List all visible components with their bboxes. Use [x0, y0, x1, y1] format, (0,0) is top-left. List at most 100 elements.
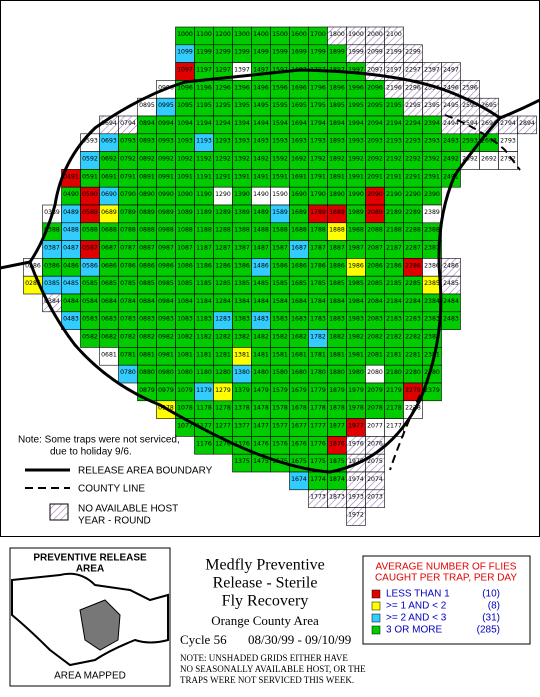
cell-label: 0789 — [120, 209, 136, 216]
cell-label: 2288 — [405, 227, 421, 234]
cell-label: 1300 — [234, 31, 250, 38]
cell-label: 2497 — [443, 67, 459, 74]
cell-label: 2079 — [367, 387, 383, 394]
cell-label: 1094 — [177, 120, 193, 127]
cell-label: 1278 — [215, 405, 231, 412]
cell-label: 0692 — [101, 156, 117, 163]
cell-label: 0689 — [101, 209, 117, 216]
cell-label: 1997 — [348, 67, 364, 74]
cell-label: 0880 — [139, 369, 155, 376]
cell-label: 1291 — [215, 173, 231, 180]
cell-label: 1695 — [291, 102, 307, 109]
cell-label: 1290 — [215, 191, 231, 198]
cell-label: 2099 — [367, 49, 383, 56]
cell-label: 1976 — [348, 440, 364, 447]
cell-label: 1384 — [234, 298, 250, 305]
cell-label: 2000 — [367, 31, 383, 38]
cell-label: 1773 — [310, 494, 326, 501]
cell-label: 1097 — [177, 67, 193, 74]
cell-label: 1796 — [310, 84, 326, 91]
cell-label: 1200 — [215, 31, 231, 38]
cell-label: 1674 — [291, 476, 307, 483]
cell-label: 0486 — [63, 262, 79, 269]
cell-label: 1485 — [253, 280, 269, 287]
cell-label: 1086 — [177, 262, 193, 269]
cell-label: 1286 — [215, 262, 231, 269]
cell-label: 0895 — [139, 102, 155, 109]
cell-label: 1091 — [177, 173, 193, 180]
cell-label: 0585 — [82, 280, 98, 287]
hatch-key — [49, 503, 69, 521]
cell-label: 1581 — [272, 351, 288, 358]
cell-label: 0484 — [63, 298, 79, 305]
cell-label: 0490 — [63, 191, 79, 198]
cell-label: 1693 — [291, 138, 307, 145]
cell-label: 2189 — [386, 209, 402, 216]
cell-label: 1088 — [177, 227, 193, 234]
cell-label: 1884 — [329, 298, 345, 305]
cell-label: 1682 — [291, 334, 307, 341]
cell-label: 1288 — [215, 227, 231, 234]
cell-label: 1289 — [215, 209, 231, 216]
cell-label: 1593 — [272, 138, 288, 145]
cell-label: 1496 — [253, 84, 269, 91]
cell-label: 2097 — [367, 67, 383, 74]
cell-label: 2388 — [424, 227, 440, 234]
cell-label: 1675 — [291, 458, 307, 465]
cell-label: 1987 — [348, 245, 364, 252]
cell-label: 2085 — [367, 280, 383, 287]
cell-label: 1791 — [310, 173, 326, 180]
cell-label: 1184 — [196, 298, 212, 305]
cell-label: 2195 — [386, 102, 402, 109]
release-boundary — [0, 68, 540, 270]
cell-label: 0491 — [63, 173, 79, 180]
cell-label: 1376 — [234, 440, 250, 447]
cell-label: 0685 — [101, 280, 117, 287]
title: Medfly Preventive — [205, 557, 325, 574]
cell-label: 1491 — [253, 173, 269, 180]
cell-label: 2096 — [367, 84, 383, 91]
cell-label: 1794 — [310, 120, 326, 127]
legend-label: COUNTY LINE — [78, 484, 145, 495]
cell-label: 1973 — [348, 494, 364, 501]
cell-label: 2084 — [367, 298, 383, 305]
cell-label: 2595 — [462, 102, 478, 109]
cell-label: 0980 — [158, 369, 174, 376]
cell-label: 1774 — [310, 476, 326, 483]
subtitle: Orange County Area — [211, 613, 319, 628]
cell-label: 1974 — [348, 476, 364, 483]
cell-label: 0681 — [101, 351, 117, 358]
cell-label: 1992 — [348, 156, 364, 163]
cell-label: 1590 — [272, 191, 288, 198]
cell-label: 0592 — [82, 156, 98, 163]
cell-label: 0590 — [82, 191, 98, 198]
legend-swatch — [371, 613, 381, 623]
cell-label: 1795 — [310, 102, 326, 109]
cell-label: 1684 — [291, 298, 307, 305]
cell-label: 1283 — [215, 316, 231, 323]
cell-label: 1686 — [291, 262, 307, 269]
cell-label: 1079 — [177, 387, 193, 394]
cell-label: 0882 — [139, 334, 155, 341]
cell-label: 1775 — [310, 458, 326, 465]
cell-label: 0488 — [63, 227, 79, 234]
cell-label: 1285 — [215, 280, 231, 287]
cell-label: 1100 — [196, 31, 212, 38]
cell-label: 0989 — [158, 209, 174, 216]
cell-label: 1696 — [291, 84, 307, 91]
cell-label: 0988 — [158, 227, 174, 234]
cell-label: 2081 — [367, 351, 383, 358]
cell-label: 1194 — [196, 120, 212, 127]
cell-label: 2286 — [405, 262, 421, 269]
cell-label: 1487 — [253, 245, 269, 252]
cell-label: 2492 — [443, 156, 459, 163]
cell-label: 1790 — [310, 191, 326, 198]
cell-label: 0489 — [63, 209, 79, 216]
cell-label: 1299 — [215, 49, 231, 56]
grid-cell — [517, 115, 537, 135]
cell-label: 1500 — [272, 31, 288, 38]
cell-label: 1877 — [329, 423, 345, 430]
cell-label: 1993 — [348, 138, 364, 145]
cell-label: 1780 — [310, 369, 326, 376]
cell-label: 1776 — [310, 440, 326, 447]
